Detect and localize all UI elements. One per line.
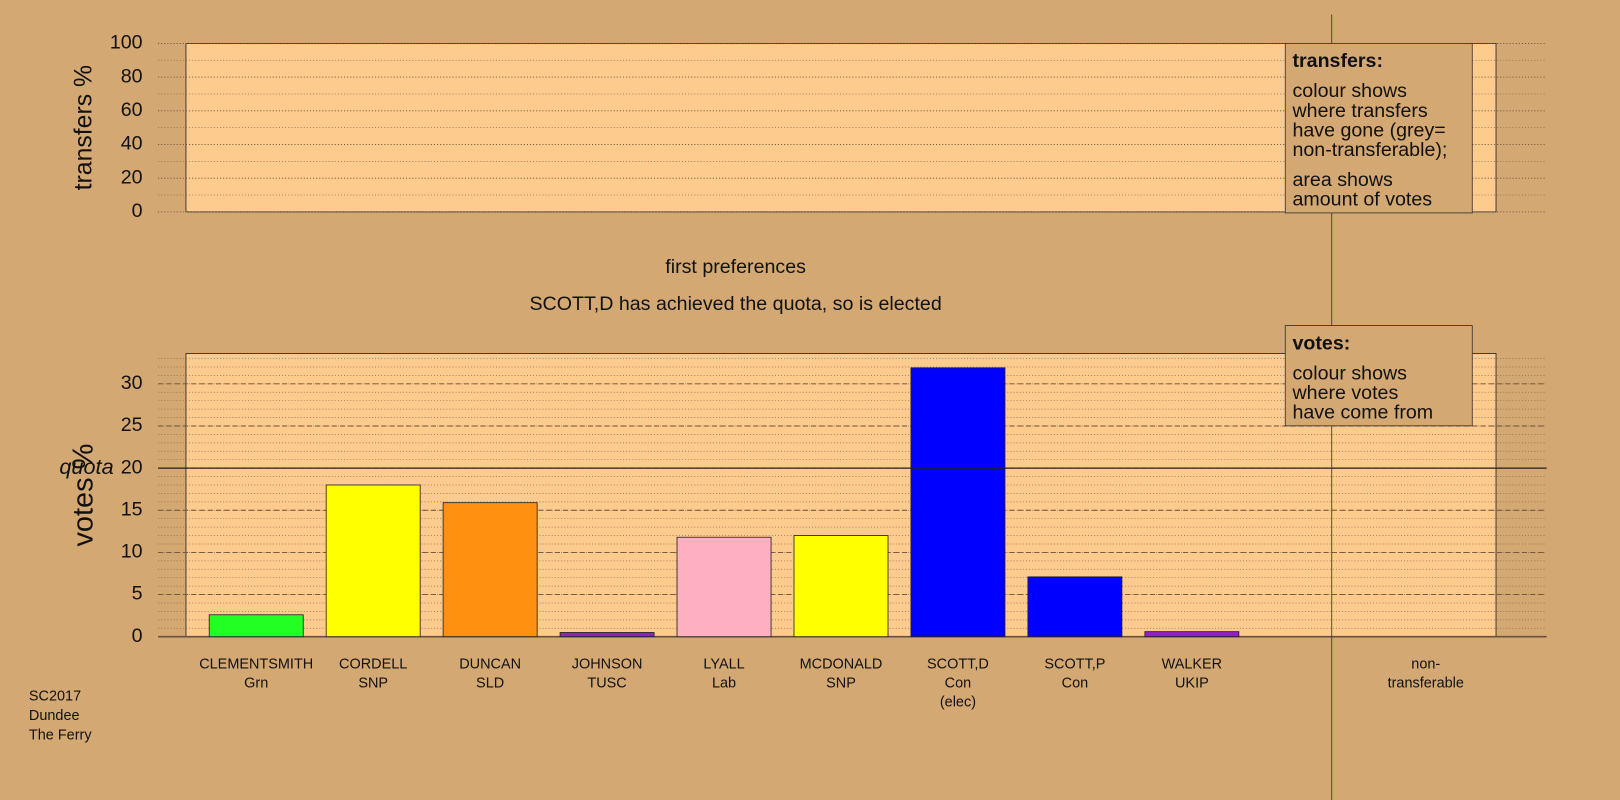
bar xyxy=(676,536,772,638)
bar xyxy=(442,502,538,638)
x-tick-label: SNP xyxy=(358,676,388,692)
chart-subtitle: SCOTT,D has achieved the quota, so is el… xyxy=(529,293,941,315)
legend-text: non-transferable); xyxy=(1292,139,1447,161)
legend-text: colour shows xyxy=(1292,362,1407,384)
legend-text: where votes xyxy=(1291,382,1398,404)
x-tick-label: SCOTT,D xyxy=(927,656,989,672)
x-tick-label: MCDONALD xyxy=(800,656,883,672)
bar xyxy=(1144,631,1240,638)
bar xyxy=(208,614,304,638)
x-tick-label: SCOTT,P xyxy=(1044,656,1105,672)
x-tick-label: (elec) xyxy=(940,695,976,711)
legend-text: where transfers xyxy=(1291,100,1427,122)
bar xyxy=(793,535,889,638)
x-tick-label: CLEMENTSMITH xyxy=(199,656,313,672)
y-tick-label: 60 xyxy=(121,99,143,121)
x-tick-label: CORDELL xyxy=(339,656,407,672)
y-tick-label: 0 xyxy=(132,200,143,222)
legend-title: transfers: xyxy=(1292,50,1383,72)
x-tick-label: SLD xyxy=(476,676,504,692)
bar xyxy=(325,484,421,638)
legend-box xyxy=(1284,325,1473,427)
x-tick-label: non- xyxy=(1411,656,1440,672)
y-tick-label: 5 xyxy=(132,583,143,605)
x-tick-label: DUNCAN xyxy=(459,656,521,672)
y-tick-label: 25 xyxy=(121,414,143,436)
bar xyxy=(910,367,1006,638)
bar xyxy=(559,632,655,638)
y-tick-label: 20 xyxy=(121,166,143,188)
x-tick-label: transferable xyxy=(1388,676,1464,692)
footer-line: Dundee xyxy=(29,708,80,724)
chart-title: first preferences xyxy=(665,256,806,278)
legend-text: amount of votes xyxy=(1292,189,1432,211)
x-tick-label: UKIP xyxy=(1175,676,1209,692)
x-tick-label: JOHNSON xyxy=(572,656,643,672)
legend-text: have gone (grey= xyxy=(1292,119,1445,141)
y-tick-label: 20 xyxy=(121,456,143,478)
y-tick-label: 15 xyxy=(121,498,143,520)
footer-line: The Ferry xyxy=(29,728,92,744)
x-tick-label: LYALL xyxy=(703,656,744,672)
legend-text: colour shows xyxy=(1292,80,1407,102)
legend-text: have come from xyxy=(1292,402,1433,424)
legend-box xyxy=(1284,42,1473,214)
y-tick-label: 10 xyxy=(121,541,143,563)
x-tick-label: Con xyxy=(945,676,972,692)
x-tick-label: TUSC xyxy=(587,676,626,692)
x-tick-label: WALKER xyxy=(1162,656,1223,672)
y-tick-label: 80 xyxy=(121,65,143,87)
x-tick-label: SNP xyxy=(826,676,856,692)
bar xyxy=(1027,576,1123,638)
y-axis-label: votes % xyxy=(67,444,99,547)
quota-label: quota xyxy=(59,454,113,479)
legend-title: votes: xyxy=(1292,332,1350,354)
y-tick-label: 40 xyxy=(121,133,143,155)
x-tick-label: Grn xyxy=(244,676,268,692)
x-tick-label: Lab xyxy=(712,676,736,692)
footer-line: SC2017 xyxy=(29,688,81,704)
x-tick-label: Con xyxy=(1062,676,1089,692)
y-tick-label: 100 xyxy=(110,32,143,54)
legend-text: area shows xyxy=(1292,169,1393,191)
y-tick-label: 30 xyxy=(121,372,143,394)
y-axis-label: transfers % xyxy=(70,65,97,190)
y-tick-label: 0 xyxy=(132,625,143,647)
